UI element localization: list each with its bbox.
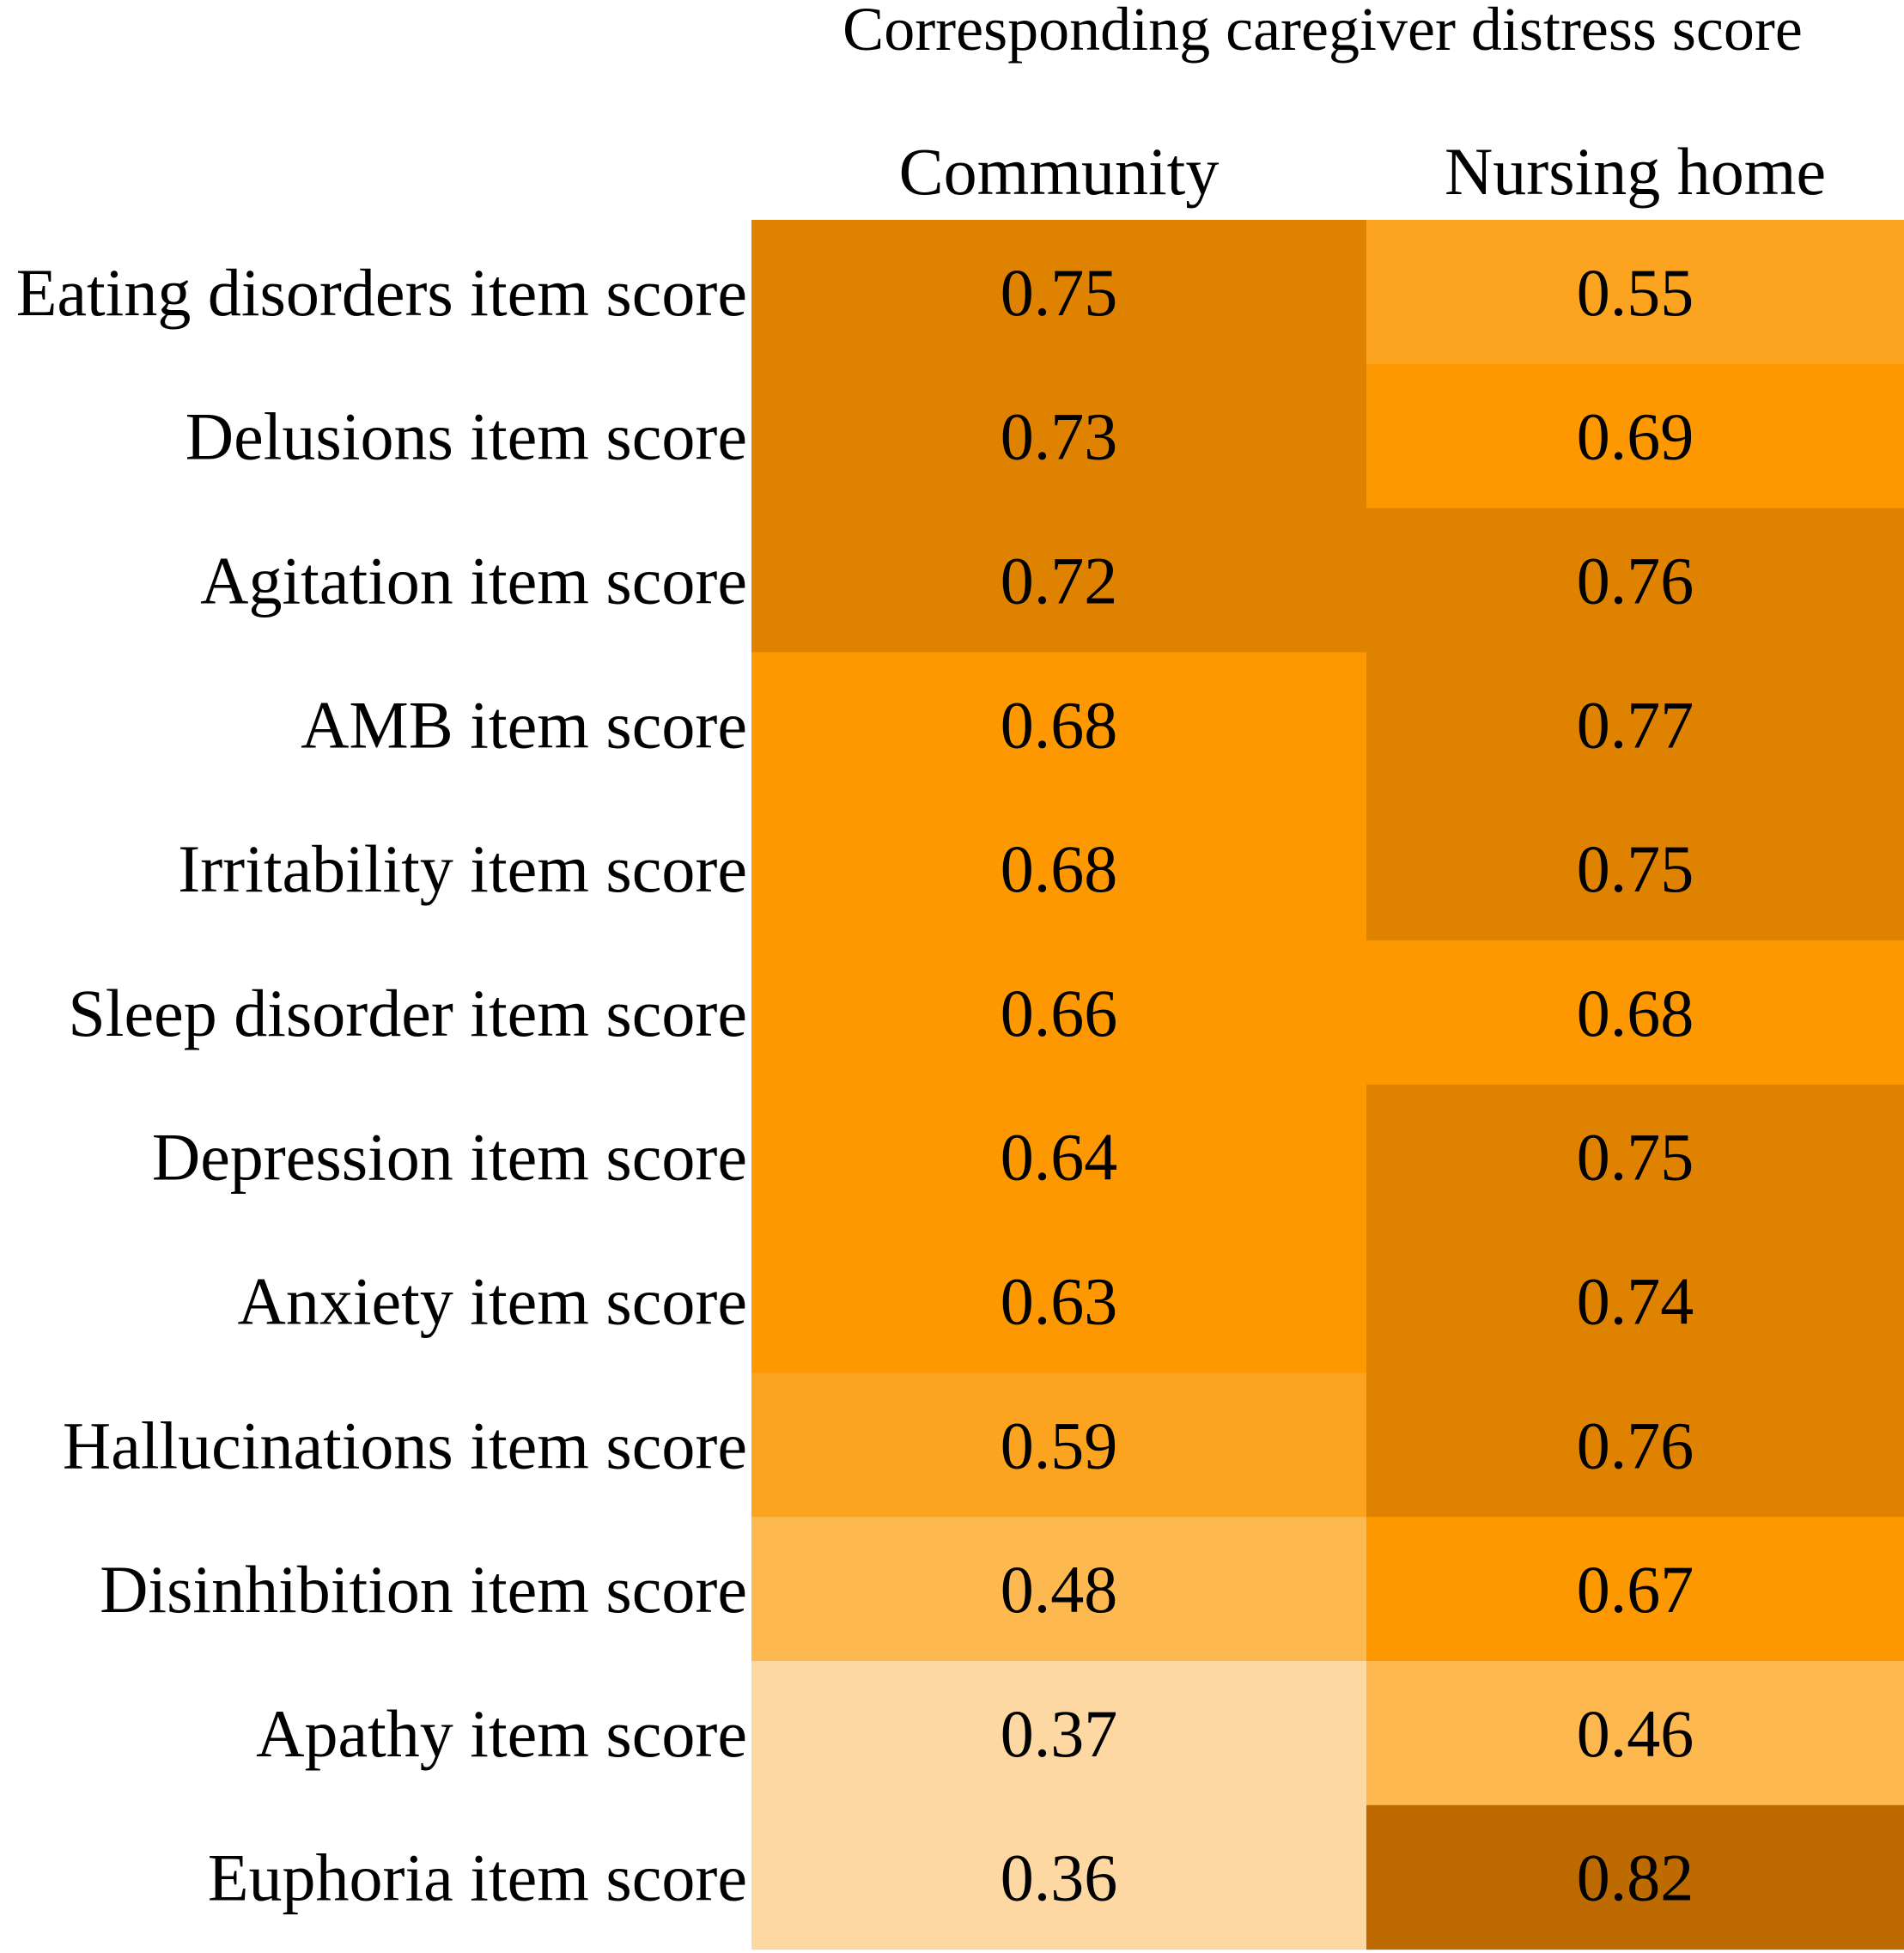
cell-value-apathy-item-score-nursing-home: 0.46	[1577, 1696, 1694, 1771]
cell-euphoria-item-score-community	[751, 1804, 1367, 1950]
cell-value-hallucinations-item-score-nursing-home: 0.76	[1577, 1408, 1694, 1482]
cell-irritability-item-score-community	[751, 796, 1367, 941]
cell-anxiety-item-score-nursing-home	[1366, 1228, 1904, 1373]
cell-value-irritability-item-score-nursing-home: 0.75	[1577, 831, 1694, 906]
row-label-anxiety-item-score: Anxiety item score	[238, 1264, 748, 1339]
cell-value-anxiety-item-score-community: 0.63	[1001, 1264, 1118, 1339]
cell-value-eating-disorders-item-score-nursing-home: 0.55	[1577, 255, 1694, 330]
cell-eating-disorders-item-score-nursing-home	[1366, 220, 1904, 365]
cell-amb-item-score-nursing-home	[1366, 652, 1904, 797]
cell-irritability-item-score-nursing-home	[1366, 796, 1904, 941]
chart-title: Corresponding caregiver distress score	[843, 0, 1803, 64]
row-label-depression-item-score: Depression item score	[152, 1120, 747, 1195]
cell-value-delusions-item-score-community: 0.73	[1001, 399, 1118, 474]
cell-value-agitation-item-score-community: 0.72	[1001, 544, 1118, 618]
row-label-hallucinations-item-score: Hallucinations item score	[63, 1408, 747, 1482]
cell-value-eating-disorders-item-score-community: 0.75	[1001, 255, 1118, 330]
column-label-nursing-home: Nursing home	[1445, 134, 1826, 209]
cell-amb-item-score-community	[751, 652, 1367, 797]
cell-anxiety-item-score-community	[751, 1228, 1367, 1373]
cell-agitation-item-score-community	[751, 508, 1367, 653]
row-label-disinhibition-item-score: Disinhibition item score	[100, 1552, 747, 1627]
cell-disinhibition-item-score-community	[751, 1517, 1367, 1662]
cell-value-irritability-item-score-community: 0.68	[1001, 831, 1118, 906]
cell-apathy-item-score-nursing-home	[1366, 1661, 1904, 1806]
cell-hallucinations-item-score-nursing-home	[1366, 1372, 1904, 1518]
cell-value-euphoria-item-score-nursing-home: 0.82	[1577, 1840, 1694, 1915]
cell-value-delusions-item-score-nursing-home: 0.69	[1577, 399, 1694, 474]
cell-value-euphoria-item-score-community: 0.36	[1001, 1840, 1118, 1915]
cell-value-agitation-item-score-nursing-home: 0.76	[1577, 544, 1694, 618]
row-label-apathy-item-score: Apathy item score	[256, 1696, 747, 1771]
row-label-irritability-item-score: Irritability item score	[178, 831, 747, 906]
cell-value-sleep-disorder-item-score-nursing-home: 0.68	[1577, 976, 1694, 1050]
cell-depression-item-score-nursing-home	[1366, 1084, 1904, 1230]
column-labels: Community Nursing home	[899, 134, 1826, 209]
row-labels: Eating disorders item score Delusions ite…	[16, 255, 747, 1915]
cell-value-disinhibition-item-score-nursing-home: 0.67	[1577, 1552, 1694, 1627]
cell-value-depression-item-score-community: 0.64	[1001, 1120, 1118, 1195]
cell-delusions-item-score-nursing-home	[1366, 363, 1904, 509]
row-label-delusions-item-score: Delusions item score	[186, 399, 747, 474]
cell-value-apathy-item-score-community: 0.37	[1001, 1696, 1118, 1771]
cell-sleep-disorder-item-score-community	[751, 940, 1367, 1086]
cell-euphoria-item-score-nursing-home	[1366, 1804, 1904, 1950]
cell-value-hallucinations-item-score-community: 0.59	[1001, 1408, 1118, 1482]
row-label-amb-item-score: AMB item score	[301, 687, 747, 762]
cell-apathy-item-score-community	[751, 1661, 1367, 1806]
column-label-community: Community	[899, 134, 1220, 209]
heatmap-cells: 0.75 0.55 0.73 0.69 0.72 0.76 0.68 0.77 0.68 0.75…	[751, 220, 1904, 1950]
cell-eating-disorders-item-score-community	[751, 220, 1367, 365]
cell-depression-item-score-community	[751, 1084, 1367, 1230]
cell-disinhibition-item-score-nursing-home	[1366, 1517, 1904, 1662]
cell-value-anxiety-item-score-nursing-home: 0.74	[1577, 1264, 1694, 1339]
row-label-euphoria-item-score: Euphoria item score	[208, 1840, 747, 1915]
row-label-agitation-item-score: Agitation item score	[200, 544, 747, 618]
cell-hallucinations-item-score-community	[751, 1372, 1367, 1518]
cell-value-depression-item-score-nursing-home: 0.75	[1577, 1120, 1694, 1195]
row-label-sleep-disorder-item-score: Sleep disorder item score	[68, 976, 747, 1050]
cell-value-disinhibition-item-score-community: 0.48	[1001, 1552, 1118, 1627]
cell-agitation-item-score-nursing-home	[1366, 508, 1904, 653]
cell-delusions-item-score-community	[751, 363, 1367, 509]
row-label-eating-disorders-item-score: Eating disorders item score	[16, 255, 747, 330]
cell-value-amb-item-score-community: 0.68	[1001, 687, 1118, 762]
cell-value-sleep-disorder-item-score-community: 0.66	[1001, 976, 1118, 1050]
cell-value-amb-item-score-nursing-home: 0.77	[1577, 687, 1694, 762]
cell-sleep-disorder-item-score-nursing-home	[1366, 940, 1904, 1086]
